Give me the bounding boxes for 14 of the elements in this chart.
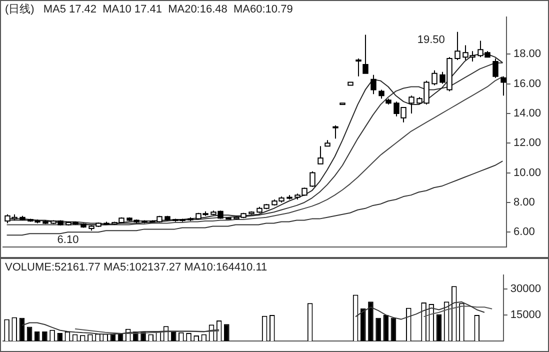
annotation: 19.50: [417, 34, 445, 46]
y-tick-label: 16.00: [513, 78, 542, 90]
y-tick-label: 8.00: [513, 196, 535, 209]
y-tick-label: 18.00: [513, 48, 542, 60]
y-tick-label: 6.00: [513, 226, 535, 238]
y-tick-label: 14.00: [513, 107, 542, 120]
annotation: 6.10: [57, 234, 79, 246]
y-tick-label: 30000: [510, 282, 542, 295]
chart-subtitle: MA5 17.42 MA10 17.41 MA20:16.48 MA60:10.79: [43, 4, 293, 16]
y-tick-label: 10.00: [513, 166, 542, 179]
chart-title: VOLUME:52161.77 MA5:102137.27 MA10:164410.11: [5, 262, 268, 274]
y-tick-label: 12.00: [513, 137, 542, 150]
y-tick-label: 15000: [510, 308, 542, 321]
chart-title: (日线): [5, 2, 34, 16]
